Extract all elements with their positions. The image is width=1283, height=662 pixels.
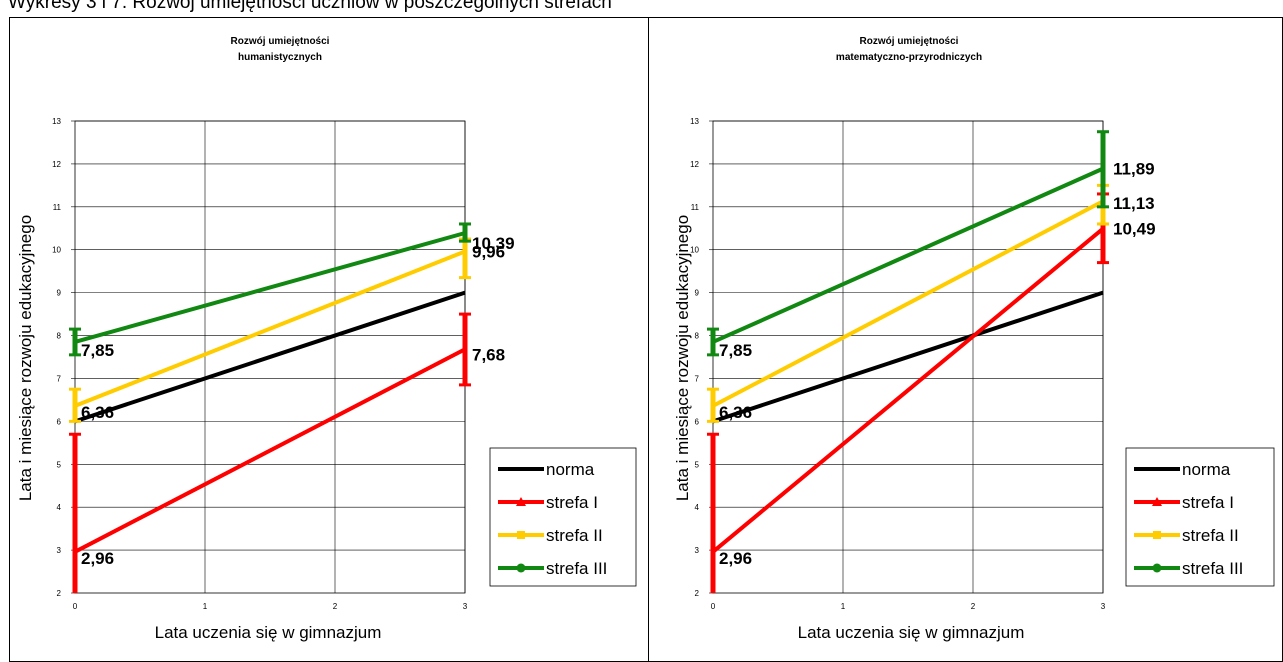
y-tick-label: 5: [57, 460, 62, 469]
series-line-norma: [74, 290, 466, 424]
data-label-strefa-iii: 7,85: [719, 341, 752, 360]
chart-title-line: Rozwój umiejętności: [860, 36, 959, 47]
legend-marker-strefa-iii: [1152, 563, 1162, 573]
x-tick-label: 3: [463, 602, 468, 611]
legend: norma strefa I strefa II strefa III: [489, 447, 637, 587]
y-tick-label: 6: [695, 417, 700, 426]
x-tick-label: 3: [1101, 602, 1106, 611]
y-tick-label: 4: [695, 503, 700, 512]
chart-title: Rozwój umiejętności humanistycznych: [231, 36, 330, 63]
legend-label-strefa-i: strefa I: [546, 493, 598, 512]
data-label-strefa-i: 10,49: [1113, 220, 1156, 239]
data-label-strefa-iii: 11,89: [1113, 160, 1155, 179]
data-label-strefa-ii: 11,13: [1113, 194, 1155, 213]
data-label-strefa-i: 2,96: [81, 549, 114, 568]
y-tick-label: 10: [690, 246, 699, 255]
legend-label-strefa-ii: strefa II: [1182, 526, 1239, 545]
legend-label-norma: norma: [546, 460, 595, 479]
series-line-strefa-iii: [712, 166, 1104, 344]
series-line-strefa-iii: [74, 231, 466, 344]
legend-label-strefa-iii: strefa III: [1182, 559, 1243, 578]
y-tick-label: 3: [57, 546, 62, 555]
chart-title-line: humanistycznych: [238, 52, 322, 63]
chart-title-line: matematyczno-przyrodniczych: [836, 52, 982, 63]
x-tick-label: 0: [73, 602, 78, 611]
chart-panel-humanistic: Rozwój umiejętności humanistycznych 2 3 4 5 6 7…: [9, 17, 649, 662]
y-tick-label: 8: [57, 332, 62, 341]
y-tick-label: 6: [57, 417, 62, 426]
y-tick-label: 13: [690, 117, 699, 126]
y-tick-label: 2: [57, 589, 62, 598]
y-tick-label: 12: [52, 160, 61, 169]
chart-title: Rozwój umiejętności matematyczno-przyrodn…: [836, 36, 982, 63]
y-tick-label: 2: [695, 589, 700, 598]
y-tick-label: 9: [695, 289, 700, 298]
legend-marker-strefa-ii: [1153, 531, 1161, 539]
series-line-norma: [712, 290, 1104, 424]
y-tick-label: 11: [53, 203, 62, 212]
x-axis-label: Lata uczenia się w gimnazjum: [155, 623, 382, 642]
legend-marker-strefa-i: [1152, 497, 1162, 506]
chart-math-science-svg: Rozwój umiejętności matematyczno-przyrodn…: [673, 36, 1275, 642]
x-tick-label: 2: [971, 602, 976, 611]
data-label-strefa-ii: 6,36: [81, 403, 114, 422]
legend: norma strefa I strefa II strefa III: [1125, 447, 1275, 587]
series-line-strefa-i: [711, 227, 1105, 554]
data-label-strefa-i: 2,96: [719, 549, 752, 568]
chart-panel-math-science: Rozwój umiejętności matematyczno-przyrodn…: [648, 17, 1283, 662]
legend-label-strefa-iii: strefa III: [546, 559, 607, 578]
legend-label-strefa-i: strefa I: [1182, 493, 1234, 512]
series-line-strefa-ii: [712, 199, 1104, 408]
data-label-strefa-ii: 6,36: [719, 403, 752, 422]
x-tick-label: 2: [333, 602, 338, 611]
chart-humanistic-svg: Rozwój umiejętności humanistycznych 2 3 4 5 6 7…: [16, 36, 637, 642]
y-axis-label: Lata i miesiące rozwoju edukacyjnego: [673, 215, 692, 501]
data-label-strefa-iii: 7,85: [81, 341, 114, 360]
legend-marker-strefa-ii: [517, 531, 525, 539]
series-line-strefa-i: [74, 347, 466, 554]
y-tick-label: 7: [695, 374, 700, 383]
y-tick-label: 8: [695, 332, 700, 341]
y-tick-label: 4: [57, 503, 62, 512]
legend-marker-strefa-i: [516, 497, 526, 506]
y-tick-label: 13: [52, 117, 61, 126]
chart-title-line: Rozwój umiejętności: [231, 36, 330, 47]
legend-marker-strefa-iii: [516, 563, 526, 573]
x-tick-label: 1: [203, 602, 208, 611]
y-axis-label: Lata i miesiące rozwoju edukacyjnego: [16, 215, 35, 501]
y-tick-label: 12: [690, 160, 699, 169]
x-tick-label: 0: [711, 602, 716, 611]
plot-frame: [712, 120, 1104, 594]
y-tick-label: 5: [695, 460, 700, 469]
page-heading: Wykresy 3 i 7. Rozwój umiejętności uczni…: [8, 0, 612, 13]
data-label-strefa-ii: 9,96: [472, 242, 505, 261]
y-tick-label: 3: [695, 546, 700, 555]
data-label-strefa-i: 7,68: [472, 345, 505, 364]
series-line-strefa-ii: [74, 249, 466, 408]
legend-label-norma: norma: [1182, 460, 1231, 479]
data-label-strefa-iii: 10,39: [472, 234, 515, 253]
y-tick-label: 11: [691, 203, 700, 212]
y-tick-label: 10: [52, 246, 61, 255]
legend-label-strefa-ii: strefa II: [546, 526, 603, 545]
y-tick-label: 9: [57, 289, 62, 298]
x-axis-label: Lata uczenia się w gimnazjum: [798, 623, 1025, 642]
y-tick-label: 7: [57, 374, 62, 383]
x-tick-label: 1: [841, 602, 846, 611]
